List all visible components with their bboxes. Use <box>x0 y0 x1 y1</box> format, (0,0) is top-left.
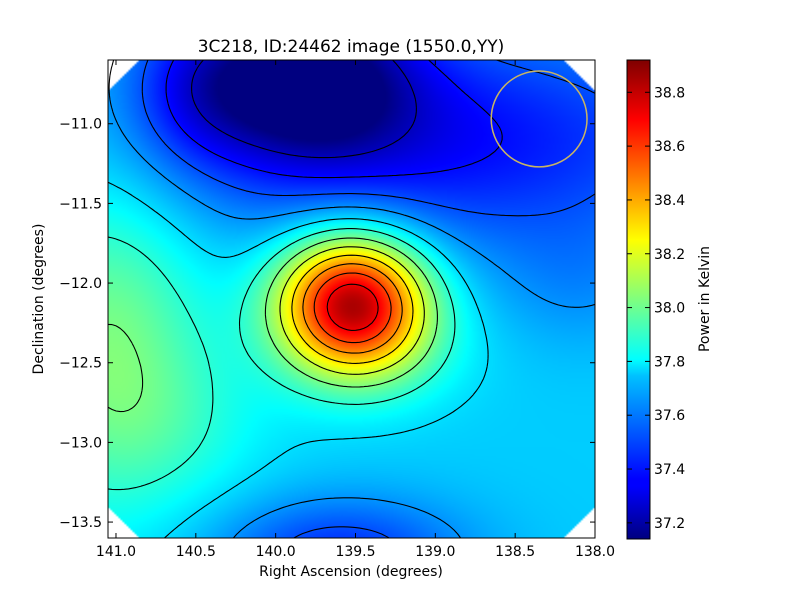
x-tick-label: 139.0 <box>415 544 455 560</box>
beam-circle <box>490 70 588 168</box>
colorbar-gradient <box>626 59 651 540</box>
colorbar-ticks: 37.2 37.4 37.6 37.8 38.0 38.2 38.4 38.6 38.8 <box>627 85 685 532</box>
x-tick-label: 139.5 <box>335 544 375 560</box>
x-tick-label: 140.5 <box>176 544 216 560</box>
colorbar-tick-label: 38.0 <box>654 301 685 317</box>
colorbar-tick-label: 38.8 <box>654 85 685 101</box>
contour-line <box>108 228 456 491</box>
y-axis-label: Declination (degrees) <box>31 224 47 375</box>
contour-line <box>279 246 425 375</box>
x-axis-label: Right Ascension (degrees) <box>259 564 443 580</box>
y-tick-label: −13.5 <box>59 515 102 531</box>
x-axis: 141.0 140.5 140.0 139.5 139.0 138.5 138.0 <box>96 60 615 560</box>
contour-line <box>141 60 595 538</box>
colorbar-tick-label: 37.8 <box>654 354 685 370</box>
contour-line <box>313 272 392 344</box>
colorbar-tick-label: 37.4 <box>654 462 685 478</box>
colorbar-tick-label: 38.2 <box>654 247 685 263</box>
contour-line <box>326 283 379 331</box>
contour-lines <box>108 60 595 538</box>
y-tick-label: −12.5 <box>59 356 102 372</box>
x-tick-label: 138.5 <box>495 544 535 560</box>
contour-line <box>302 263 403 354</box>
x-tick-label: 138.0 <box>575 544 615 560</box>
contour-line <box>108 181 489 538</box>
x-tick-label: 141.0 <box>96 544 136 560</box>
y-tick-label: −11.0 <box>59 117 102 133</box>
colorbar-tick-label: 38.4 <box>654 193 685 209</box>
chart-title: 3C218, ID:24462 image (1550.0,YY) <box>198 37 505 57</box>
y-tick-label: −13.0 <box>59 435 102 451</box>
contour-line <box>108 60 595 538</box>
contour-line <box>291 254 414 364</box>
colorbar-tick-label: 38.6 <box>654 139 685 155</box>
colorbar-tick-label: 37.6 <box>654 408 685 424</box>
contour-line <box>165 60 503 179</box>
y-axis: −11.0 −11.5 −12.0 −12.5 −13.0 −13.5 <box>59 117 595 531</box>
y-tick-label: −11.5 <box>59 196 102 212</box>
y-tick-label: −12.0 <box>59 276 102 292</box>
x-tick-label: 140.0 <box>256 544 296 560</box>
colorbar-label: Power in Kelvin <box>697 246 713 352</box>
plot-area <box>107 59 596 539</box>
colorbar-tick-label: 37.2 <box>654 516 685 532</box>
contour-line <box>191 60 417 159</box>
colorbar: 37.2 37.4 37.6 37.8 38.0 38.2 38.4 38.6 38.8 Pow… <box>626 59 713 540</box>
contour-line <box>108 237 438 413</box>
plot-frame <box>107 59 596 539</box>
